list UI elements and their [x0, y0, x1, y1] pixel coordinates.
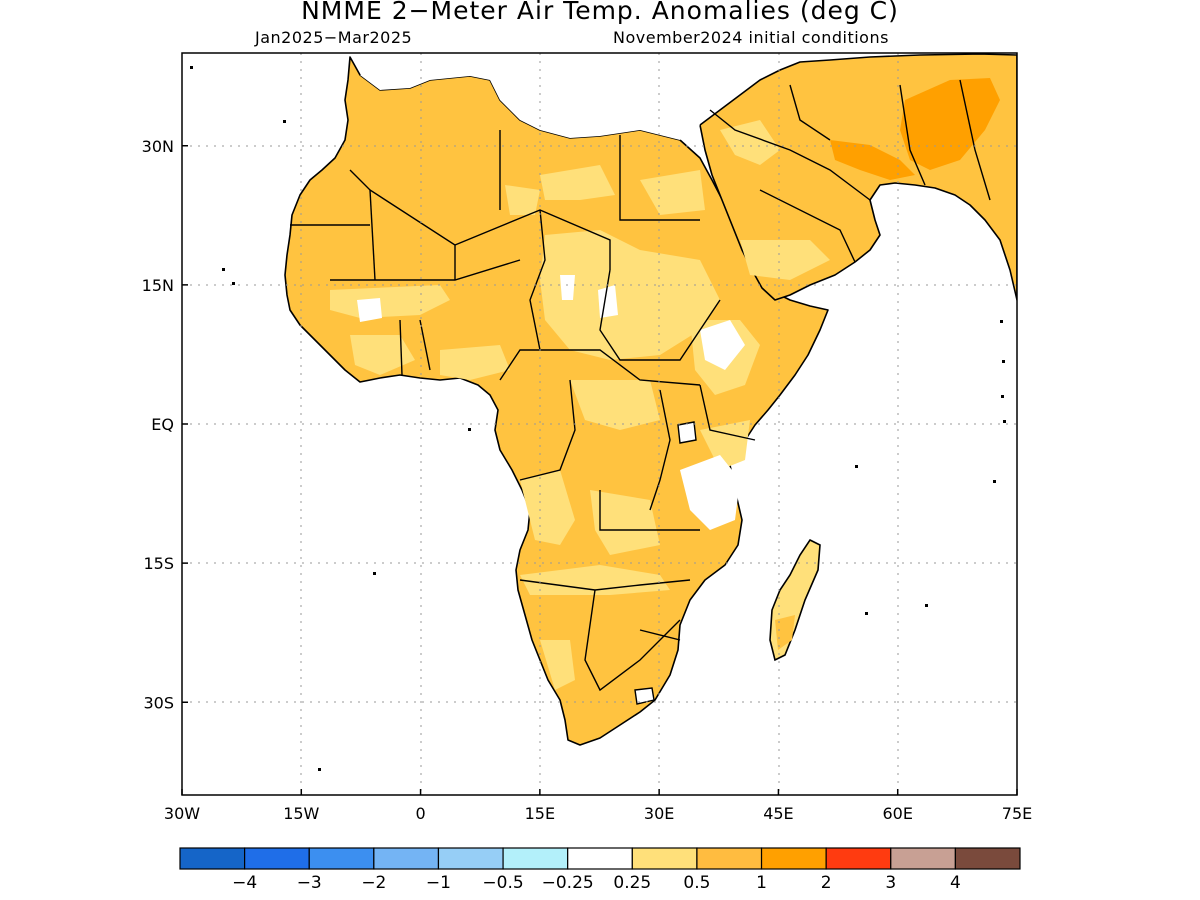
colorbar-swatch: [502, 847, 569, 870]
colorbar-swatch: [567, 847, 633, 870]
colorbar-label: −2: [361, 873, 386, 893]
small-islands: [190, 66, 1006, 771]
colorbar-swatch: [760, 847, 827, 870]
colorbar-swatch: [179, 847, 246, 870]
colorbar-label: −4: [232, 873, 257, 893]
map-title: NMME 2−Meter Air Temp. Anomalies (deg C): [301, 0, 899, 25]
y-tick-label: 30N: [142, 137, 174, 156]
x-tick-label: 15E: [525, 804, 555, 823]
x-tick-label: 75E: [1002, 804, 1032, 823]
y-tick-label: 15S: [143, 554, 174, 573]
country-borders: [290, 79, 991, 692]
colorbar-swatch: [308, 847, 375, 870]
colorbar-swatch: [825, 847, 892, 870]
colorbar-label: −0.25: [542, 873, 594, 893]
near-zero-patches: [357, 55, 745, 530]
initial-conditions: November2024 initial conditions: [613, 28, 889, 47]
colorbar-label: 0.25: [613, 873, 651, 893]
colorbar-swatch: [631, 847, 698, 870]
madagascar-anomaly: [775, 615, 795, 650]
high-anomaly-region: [900, 78, 1000, 170]
lakes: [634, 421, 697, 705]
y-tick-label: 15N: [142, 276, 174, 295]
colorbar-swatch: [696, 847, 763, 870]
colorbar: −4 −3 −2 −1 −0.5 −0.25 0.25 0.5 1 2 3 4: [179, 847, 1021, 893]
forecast-period: Jan2025−Mar2025: [255, 28, 413, 47]
colorbar-label: −1: [426, 873, 451, 893]
colorbar-swatch: [890, 847, 956, 870]
x-tick-label: 30W: [164, 804, 200, 823]
colorbar-label: 2: [821, 873, 832, 893]
colorbar-label: 3: [885, 873, 896, 893]
y-axis: 30N 15N EQ 15S 30S: [142, 137, 188, 712]
grid-lines: [182, 53, 1017, 795]
colorbar-label: −0.5: [482, 873, 523, 893]
y-tick-label: EQ: [151, 415, 174, 434]
x-axis: 30W 15W 0 15E 30E 45E 60E 75E: [164, 789, 1032, 823]
x-tick-label: 30E: [644, 804, 674, 823]
x-tick-label: 60E: [882, 804, 912, 823]
colorbar-label: 1: [756, 873, 767, 893]
colorbar-label: −3: [297, 873, 322, 893]
y-tick-label: 30S: [143, 693, 174, 712]
colorbar-swatch: [437, 847, 504, 870]
x-tick-label: 45E: [763, 804, 793, 823]
x-tick-label: 0: [415, 804, 425, 823]
colorbar-swatch: [373, 847, 440, 870]
colorbar-label: 4: [950, 873, 961, 893]
colorbar-swatch: [244, 847, 310, 870]
colorbar-label: 0.5: [683, 873, 710, 893]
light-anomaly-patches: [330, 120, 830, 690]
colorbar-swatch: [954, 847, 1021, 870]
high-anomaly-region-2: [830, 140, 915, 180]
x-tick-label: 15W: [283, 804, 319, 823]
